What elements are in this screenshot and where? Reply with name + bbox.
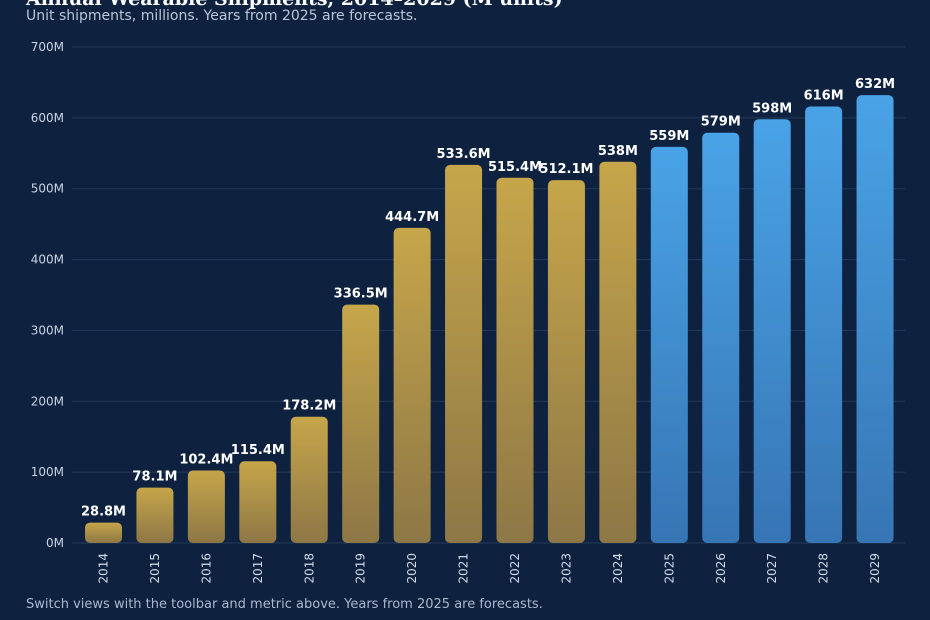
x-tick-label: 2028	[817, 553, 831, 584]
data-label: 533.6M	[437, 147, 491, 162]
y-tick-label: 300M	[31, 323, 64, 337]
bar-2024	[599, 161, 637, 543]
bar-2014	[85, 522, 122, 543]
data-label: 115.4M	[231, 443, 285, 458]
x-tick-label: 2026	[714, 553, 728, 584]
data-label: 512.1M	[539, 162, 593, 177]
x-axis: 2014 2015 2016 2017 2018 2019 2020 2021 2022 2023…	[97, 553, 883, 584]
data-label: 559M	[649, 129, 689, 144]
y-tick-label: 100M	[31, 465, 64, 479]
y-axis: 0M 100M 200M 300M 400M 500M 600M 700M	[31, 40, 64, 550]
y-tick-label: 600M	[31, 111, 64, 125]
x-tick-label: 2029	[868, 553, 882, 584]
bar-2016	[187, 470, 225, 543]
bar-2015	[136, 487, 174, 543]
y-tick-label: 500M	[31, 182, 64, 196]
x-tick-label: 2017	[251, 553, 265, 584]
bars	[85, 95, 894, 544]
chart-subtitle: Unit shipments, millions. Years from 202…	[26, 8, 418, 24]
data-label: 538M	[598, 144, 638, 159]
data-label: 579M	[701, 115, 741, 130]
x-tick-label: 2014	[97, 553, 111, 584]
y-tick-label: 200M	[31, 394, 64, 408]
x-tick-label: 2025	[662, 553, 676, 584]
data-label: 444.7M	[385, 210, 439, 225]
data-label: 178.2M	[282, 399, 336, 414]
x-tick-label: 2015	[148, 553, 162, 584]
x-tick-label: 2020	[405, 553, 419, 584]
x-tick-label: 2027	[765, 553, 779, 584]
bar-2023	[547, 180, 585, 543]
bar-2022	[496, 177, 534, 543]
data-label: 102.4M	[179, 452, 233, 467]
bar-2029	[856, 95, 894, 543]
bar-2026	[702, 132, 740, 544]
bar-2028	[805, 106, 843, 544]
x-tick-label: 2023	[559, 553, 573, 584]
data-label: 336.5M	[334, 287, 388, 302]
footnote: Switch views with the toolbar and metric…	[26, 597, 543, 612]
x-tick-label: 2022	[508, 553, 522, 584]
data-label: 78.1M	[132, 470, 177, 485]
bar-2017	[239, 461, 277, 543]
x-tick-label: 2019	[354, 553, 368, 584]
x-tick-label: 2021	[457, 553, 471, 584]
y-tick-label: 0M	[46, 536, 64, 550]
bar-2020	[393, 227, 431, 543]
bar-2021	[445, 164, 483, 543]
y-tick-label: 400M	[31, 253, 64, 267]
data-label: 28.8M	[81, 505, 126, 520]
data-label: 616M	[804, 89, 844, 104]
x-tick-label: 2024	[611, 553, 625, 584]
data-label: 632M	[855, 77, 895, 92]
bar-2018	[290, 416, 328, 543]
chart-title: Annual Wearable Shipments, 2014–2029 (M …	[26, 0, 563, 10]
bar-2027	[753, 119, 791, 543]
data-label: 515.4M	[488, 160, 542, 175]
x-tick-label: 2018	[302, 553, 316, 584]
bar-2025	[650, 146, 688, 543]
bar-2019	[342, 304, 380, 543]
x-tick-label: 2016	[199, 553, 213, 584]
data-label: 598M	[752, 101, 792, 116]
y-tick-label: 700M	[31, 40, 64, 54]
